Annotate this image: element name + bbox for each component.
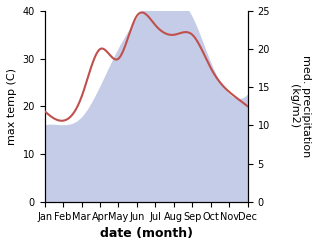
X-axis label: date (month): date (month) — [100, 227, 193, 240]
Y-axis label: med. precipitation
(kg/m2): med. precipitation (kg/m2) — [289, 55, 311, 158]
Y-axis label: max temp (C): max temp (C) — [7, 68, 17, 145]
